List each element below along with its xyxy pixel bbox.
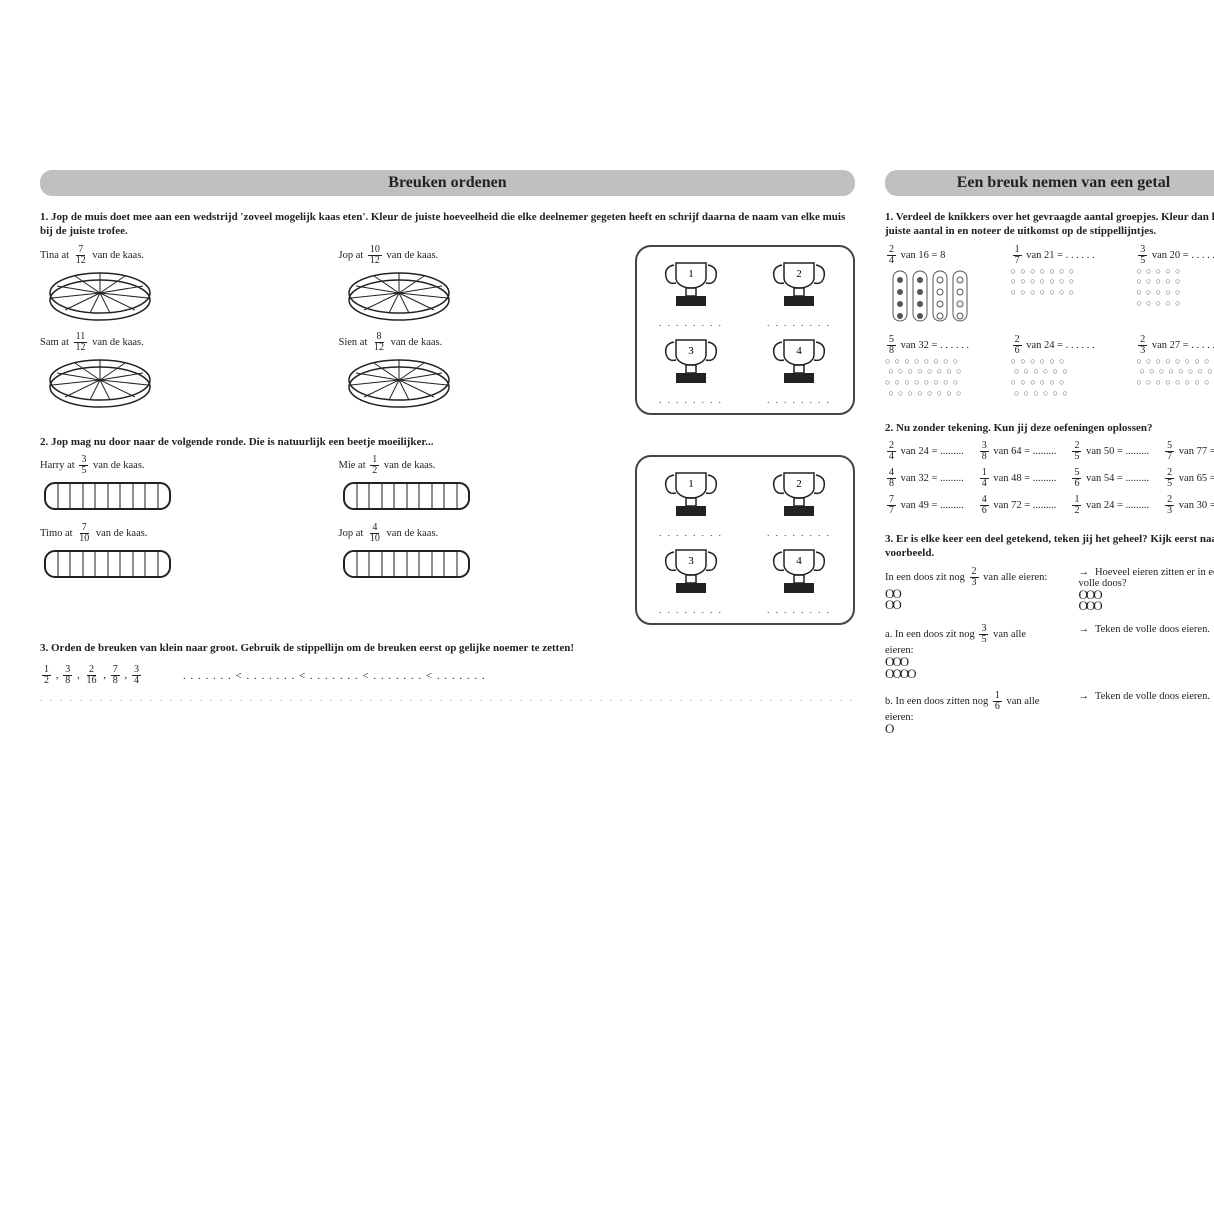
arrow-icon: →	[1078, 691, 1089, 702]
marbles-demo-icon	[885, 266, 975, 326]
q2-item-0: Harry at 35 van de kaas.	[40, 455, 329, 517]
rq1-r2-0: 58 van 32 = . . . . . . ○ ○ ○ ○ ○ ○ ○ ○ …	[885, 335, 991, 399]
svg-text:1: 1	[688, 478, 694, 490]
rq3-b-right: →Teken de volle doos eieren.	[1078, 691, 1214, 735]
eq-item: 56 van 54 = .........	[1070, 468, 1149, 489]
svg-text:4: 4	[796, 555, 802, 567]
q1-item-2: Sam at 1112 van de kaas.	[40, 332, 329, 413]
left-q2: 2. Jop mag nu door naar de volgende rond…	[40, 435, 855, 625]
rq3-ex-right: →Hoeveel eieren zitten er in een volle d…	[1078, 567, 1214, 612]
svg-text:1: 1	[688, 268, 694, 280]
trophy-icon: 1	[656, 255, 726, 315]
trophy-icon: 2	[764, 465, 834, 525]
cheese-icon	[40, 268, 160, 323]
rq2-grid: 24 van 24 = ......... 38 van 64 = .......…	[885, 441, 1214, 516]
right-q2: 2. Nu zonder tekening. Kun jij deze oefe…	[885, 421, 1214, 516]
eq-item: 12 van 24 = .........	[1070, 495, 1149, 516]
q1-item-3: Sien at 812 van de kaas.	[339, 332, 628, 413]
q3-prompt: 3. Orden de breuken van klein naar groot…	[40, 641, 855, 655]
right-q3: 3. Er is elke keer een deel getekend, te…	[885, 532, 1214, 747]
eq-item: 77 van 49 = .........	[885, 495, 964, 516]
cheese-icon	[339, 268, 459, 323]
q2-item-1: Mie at 12 van de kaas.	[339, 455, 628, 517]
left-page: Breuken ordenen 1. Jop de muis doet mee …	[40, 170, 855, 1114]
svg-text:3: 3	[688, 555, 694, 567]
rq3-b-left: b. In een doos zitten nog 16 van alle ei…	[885, 691, 1048, 735]
q2-prompt: 2. Jop mag nu door naar de volgende rond…	[40, 435, 855, 449]
q2-item-2: Timo at 710 van de kaas.	[40, 523, 329, 585]
bar-icon	[339, 478, 474, 514]
q1-item-0: Tina at 712 van de kaas.	[40, 245, 329, 326]
rq3-a-right: →Teken de volle doos eieren.	[1078, 624, 1214, 679]
dotted-line: . . . . . . . . . . . . . . . . . . . . …	[40, 694, 855, 703]
rq1-r1-1: 17 van 21 = . . . . . . ○ ○ ○ ○ ○ ○ ○○ ○…	[1011, 245, 1117, 329]
eq-item: 23 van 30 = .........	[1163, 495, 1214, 516]
right-page: Een breuk nemen van een getal 1. Verdeel…	[885, 170, 1214, 1114]
eq-item: 48 van 32 = .........	[885, 468, 964, 489]
cheese-icon	[339, 355, 459, 410]
trophy-icon: 4	[764, 332, 834, 392]
rq3-a-left: a. In een doos zit nog 35 van alle eiere…	[885, 624, 1048, 679]
eq-item: 25 van 65 = .........	[1163, 468, 1214, 489]
q1-prompt: 1. Jop de muis doet mee aan een wedstrij…	[40, 210, 855, 239]
trophy-icon: 2	[764, 255, 834, 315]
trophy-box-2: 1. . . . . . . . 2. . . . . . . . 3. . .…	[635, 455, 855, 625]
trophy-icon: 3	[656, 542, 726, 602]
right-title: Een breuk nemen van een getal	[885, 170, 1214, 196]
rq1-prompt: 1. Verdeel de knikkers over het gevraagd…	[885, 210, 1214, 239]
cheese-icon	[40, 355, 160, 410]
rq3-ex-left: In een doos zit nog 23 van alle eieren: …	[885, 567, 1048, 612]
arrow-icon: →	[1078, 624, 1089, 635]
rq1-r2-1: 26 van 24 = . . . . . . ○ ○ ○ ○ ○ ○ ○ ○ …	[1011, 335, 1117, 399]
rq1-r1-0: 24 van 16 = 8	[885, 245, 991, 329]
trophy-box-1: 1. . . . . . . . 2. . . . . . . . 3. . .…	[635, 245, 855, 415]
left-q3: 3. Orden de breuken van klein naar groot…	[40, 641, 855, 703]
q3-answer-line: . . . . . . . < . . . . . . . < . . . . …	[183, 670, 486, 682]
rq3-prompt: 3. Er is elke keer een deel getekend, te…	[885, 532, 1214, 561]
left-title: Breuken ordenen	[40, 170, 855, 196]
q2-item-3: Jop at 410 van de kaas.	[339, 523, 628, 585]
svg-text:2: 2	[796, 268, 802, 280]
eq-item: 57 van 77 = .........	[1163, 441, 1214, 462]
trophy-icon: 1	[656, 465, 726, 525]
q3-fractions: 12 , 38 , 216 , 78 , 34	[40, 665, 143, 686]
svg-text:3: 3	[688, 345, 694, 357]
bar-icon	[40, 546, 175, 582]
eq-item: 25 van 50 = .........	[1070, 441, 1149, 462]
rq1-r1-2: 35 van 20 = . . . . . . ○ ○ ○ ○ ○○ ○ ○ ○…	[1136, 245, 1214, 329]
arrow-icon: →	[1078, 567, 1089, 578]
eq-item: 46 van 72 = .........	[978, 495, 1057, 516]
svg-text:4: 4	[796, 345, 802, 357]
bar-icon	[40, 478, 175, 514]
eq-item: 24 van 24 = .........	[885, 441, 964, 462]
eq-item: 14 van 48 = .........	[978, 468, 1057, 489]
trophy-icon: 3	[656, 332, 726, 392]
right-q1: 1. Verdeel de knikkers over het gevraagd…	[885, 210, 1214, 405]
trophy-icon: 4	[764, 542, 834, 602]
left-q1: 1. Jop de muis doet mee aan een wedstrij…	[40, 210, 855, 419]
rq1-r2-2: 23 van 27 = . . . . . . ○ ○ ○ ○ ○ ○ ○ ○ …	[1136, 335, 1214, 399]
svg-text:2: 2	[796, 478, 802, 490]
bar-icon	[339, 546, 474, 582]
rq2-prompt: 2. Nu zonder tekening. Kun jij deze oefe…	[885, 421, 1214, 435]
q1-item-1: Jop at 1012 van de kaas.	[339, 245, 628, 326]
eq-item: 38 van 64 = .........	[978, 441, 1057, 462]
